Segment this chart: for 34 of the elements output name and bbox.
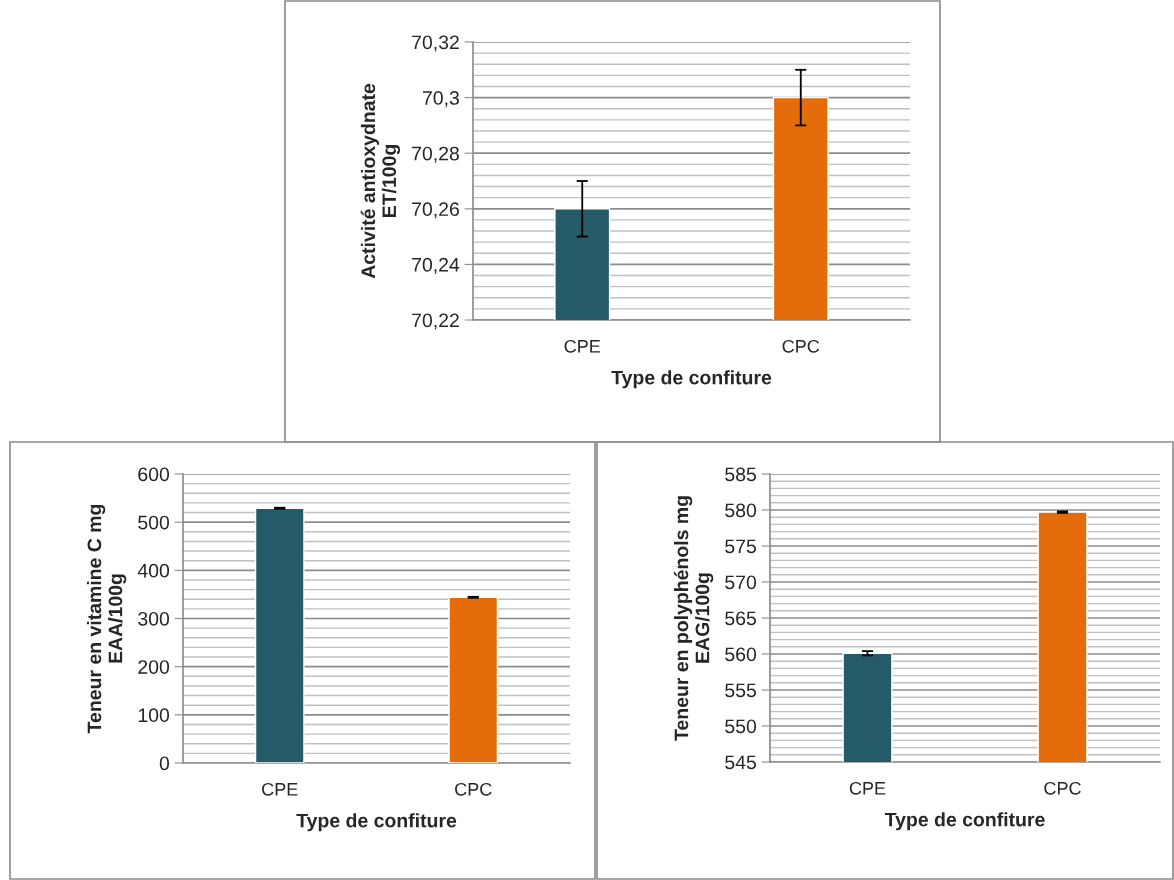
y-tick-label: 500 (138, 515, 170, 530)
y-axis-title: Teneur en polyphénols mg EAG/100g (673, 496, 714, 741)
y-axis-title: Activité antioxydnate ET/100g (360, 83, 401, 279)
x-tick-label: CPE (564, 339, 601, 353)
x-tick-label: CPE (849, 781, 886, 795)
y-tick-label: 100 (138, 708, 170, 723)
y-tick-label: 300 (138, 611, 170, 626)
y-tick-label: 545 (725, 755, 756, 770)
y-tick-label: 200 (138, 660, 170, 674)
y-tick-label: 0 (159, 756, 170, 771)
y-tick-label: 585 (725, 467, 756, 482)
x-axis-title: Type de confiture (884, 812, 1045, 831)
x-tick-label: CPC (455, 782, 492, 796)
y-tick-label: 560 (725, 647, 757, 662)
y-tick-label: 70,32 (412, 35, 459, 52)
y-tick-label: 575 (725, 539, 756, 554)
x-axis-title: Type de confiture (611, 370, 772, 389)
y-tick-label: 600 (138, 467, 170, 482)
y-tick-label: 555 (725, 683, 756, 698)
y-tick-label: 70,3 (422, 91, 459, 108)
y-tick-label: 70,22 (412, 313, 459, 330)
x-axis-title: Type de confiture (296, 813, 457, 832)
y-tick-label: 570 (725, 575, 757, 590)
y-tick-label: 550 (725, 719, 757, 734)
y-tick-label: 565 (725, 611, 756, 626)
y-axis-title: Teneur en vitamine C mg EAA/100g (87, 504, 127, 734)
y-tick-label: 580 (725, 503, 757, 518)
x-tick-label: CPE (262, 782, 298, 796)
y-tick-label: 70,28 (412, 146, 459, 163)
y-tick-label: 70,26 (412, 202, 459, 219)
y-tick-label: 400 (137, 563, 170, 578)
y-tick-label: 70,24 (412, 257, 460, 274)
x-tick-label: CPC (1044, 781, 1081, 795)
x-tick-label: CPC (782, 339, 820, 353)
